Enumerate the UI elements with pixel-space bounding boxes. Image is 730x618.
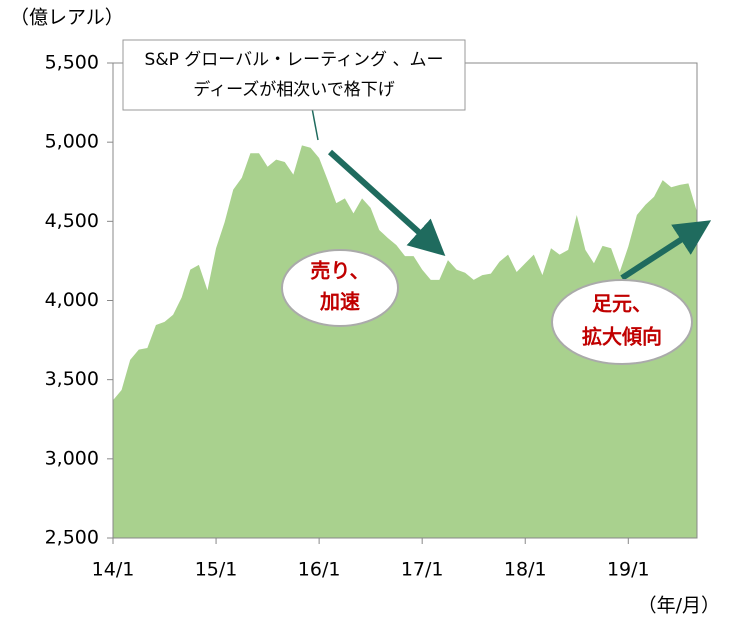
x-tick-label: 15/1 (195, 559, 238, 581)
arrow (620, 220, 712, 281)
callout-text: 加速 (319, 290, 360, 314)
y-tick-label: 4,000 (45, 289, 99, 311)
x-tick-label: 17/1 (401, 559, 444, 581)
y-unit-label: （億レアル） (10, 7, 124, 29)
y-tick-label: 4,500 (45, 210, 99, 232)
x-unit-label: （年/月） (638, 595, 720, 617)
callout-text: 足元、 (592, 292, 652, 316)
callout-text: ディーズが相次いで格下げ (193, 79, 394, 100)
x-tick-label: 18/1 (504, 559, 547, 581)
y-tick-label: 3,500 (45, 368, 99, 390)
callout-ellipse (281, 249, 399, 327)
callout-ellipse (551, 279, 693, 365)
callout-text: S&P グローバル・レーティング 、ムー (145, 50, 444, 70)
x-tick-label: 19/1 (607, 559, 650, 581)
x-tick-label: 16/1 (298, 559, 341, 581)
arrow (327, 149, 446, 257)
callout-text: 売り、 (310, 259, 369, 283)
callout-pointer (311, 107, 319, 141)
callout-text: 拡大傾向 (582, 325, 662, 349)
area (113, 145, 697, 539)
y-tick-label: 3,000 (45, 447, 99, 469)
y-tick-label: 5,000 (45, 131, 99, 153)
callout-box (122, 39, 466, 111)
y-tick-label: 2,500 (45, 527, 99, 549)
y-tick-label: 5,500 (45, 52, 99, 74)
x-tick-label: 14/1 (92, 559, 135, 581)
